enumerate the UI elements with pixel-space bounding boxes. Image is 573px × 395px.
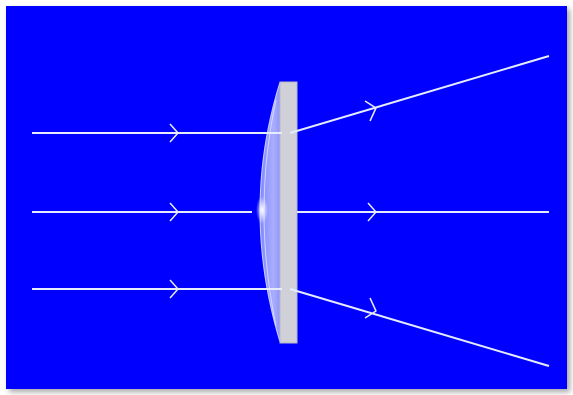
ray-arrow-icon	[364, 297, 377, 319]
lens-glint	[256, 196, 268, 224]
refracted-ray-top	[289, 55, 550, 134]
ray-arrow-icon	[364, 100, 377, 122]
ray-arrow-icon	[367, 202, 377, 222]
ray-arrow-icon	[169, 279, 179, 299]
ray-arrow-icon	[169, 123, 179, 143]
refracted-ray-bottom	[289, 288, 550, 367]
ray-arrow-icon	[169, 202, 179, 222]
lens-flat-face	[279, 81, 298, 344]
